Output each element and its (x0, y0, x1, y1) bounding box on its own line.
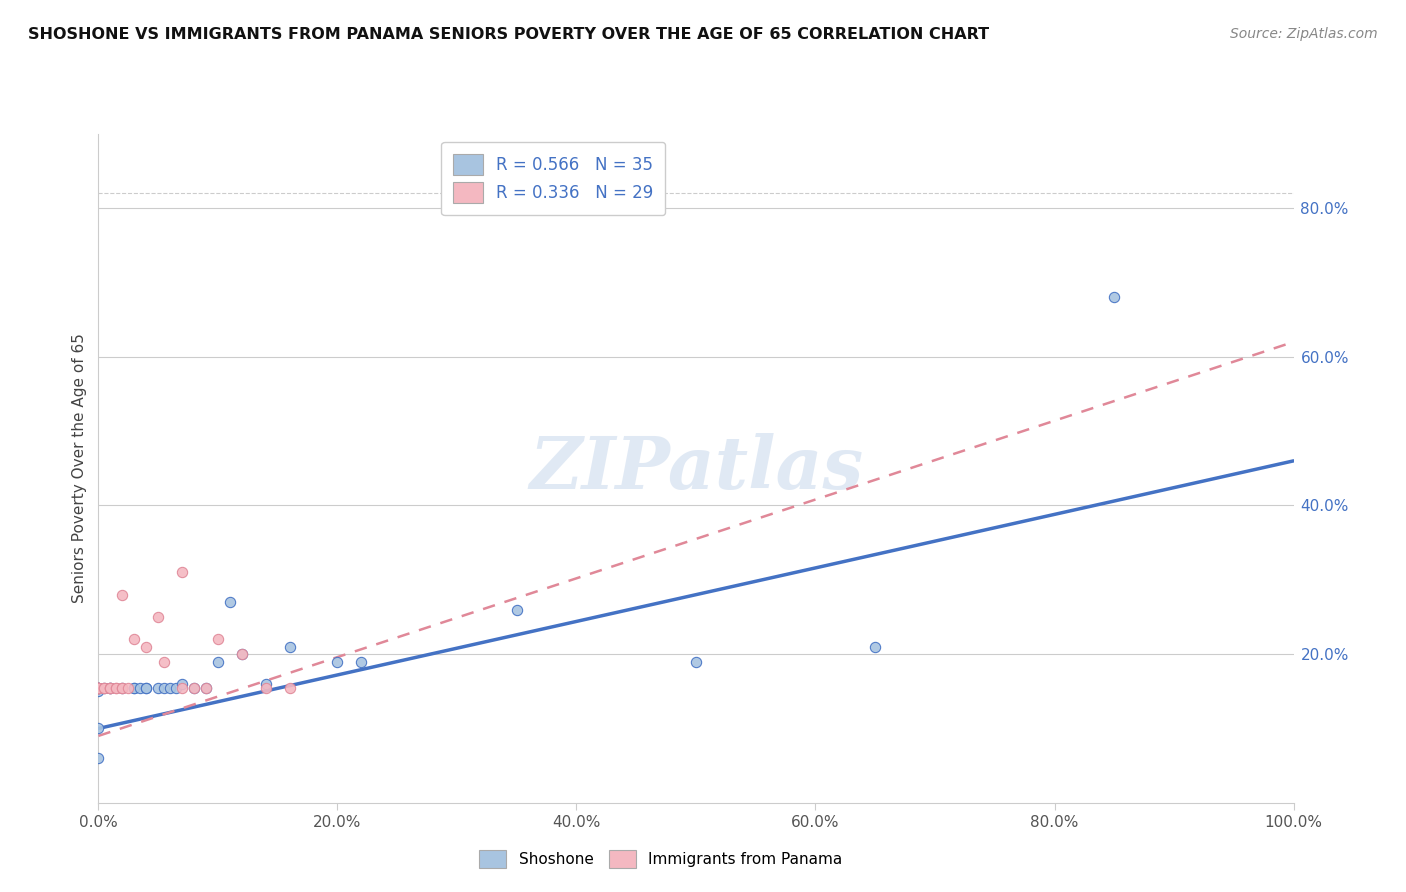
Point (105, 681, 128, 695)
Point (254, 681, 277, 695)
Y-axis label: Seniors Poverty Over the Age of 65: Seniors Poverty Over the Age of 65 (72, 334, 87, 603)
Legend: R = 0.566   N = 35, R = 0.336   N = 29: R = 0.566 N = 35, R = 0.336 N = 29 (441, 142, 665, 215)
Point (148, 610, 170, 624)
Point (98, 681, 122, 695)
Point (194, 681, 218, 695)
Point (111, 681, 134, 695)
Point (87, 681, 110, 695)
Point (231, 647, 253, 661)
Point (87, 681, 110, 695)
Point (129, 681, 152, 695)
Point (506, 602, 529, 616)
Point (87, 681, 110, 695)
Point (153, 655, 176, 669)
Point (172, 566, 194, 580)
Point (194, 681, 218, 695)
Point (326, 655, 349, 669)
Point (87, 684, 110, 698)
Point (135, 640, 157, 654)
Point (153, 681, 176, 695)
Point (685, 655, 707, 669)
Point (87, 681, 110, 695)
Text: SHOSHONE VS IMMIGRANTS FROM PANAMA SENIORS POVERTY OVER THE AGE OF 65 CORRELATIO: SHOSHONE VS IMMIGRANTS FROM PANAMA SENIO… (28, 27, 990, 42)
Point (124, 632, 146, 647)
Point (183, 681, 205, 695)
Point (98, 681, 122, 695)
Point (87, 681, 110, 695)
Point (148, 681, 170, 695)
Point (124, 681, 146, 695)
Point (165, 681, 187, 695)
Legend: Shoshone, Immigrants from Panama: Shoshone, Immigrants from Panama (471, 843, 851, 875)
Point (207, 655, 229, 669)
Text: ZIPatlas: ZIPatlas (529, 433, 863, 504)
Point (159, 681, 181, 695)
Point (863, 640, 887, 654)
Point (111, 588, 134, 602)
Point (93, 681, 115, 695)
Point (87, 681, 110, 695)
Point (183, 681, 205, 695)
Point (87, 722, 110, 736)
Point (87, 751, 110, 765)
Point (278, 681, 301, 695)
Point (87, 681, 110, 695)
Point (105, 681, 128, 695)
Point (93, 681, 115, 695)
Point (87, 681, 110, 695)
Point (278, 640, 301, 654)
Point (231, 647, 253, 661)
Point (87, 681, 110, 695)
Point (87, 681, 110, 695)
Point (93, 681, 115, 695)
Point (98, 681, 122, 695)
Point (207, 632, 229, 647)
Point (98, 681, 122, 695)
Point (350, 655, 373, 669)
Point (87, 681, 110, 695)
Point (111, 681, 134, 695)
Point (111, 681, 134, 695)
Text: Source: ZipAtlas.com: Source: ZipAtlas.com (1230, 27, 1378, 41)
Point (254, 677, 277, 691)
Point (135, 681, 157, 695)
Point (124, 681, 146, 695)
Point (135, 681, 157, 695)
Point (1102, 290, 1125, 304)
Point (98, 681, 122, 695)
Point (219, 595, 242, 609)
Point (172, 677, 194, 691)
Point (172, 681, 194, 695)
Point (117, 681, 139, 695)
